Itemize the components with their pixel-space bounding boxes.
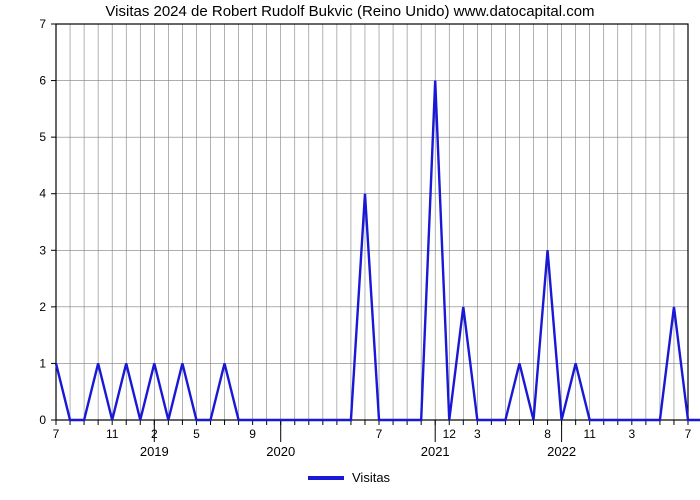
y-tick-label: 0 [39, 413, 46, 427]
y-tick-label: 6 [39, 74, 46, 88]
x-tick-label: 11 [583, 427, 596, 441]
y-tick-label: 5 [39, 130, 46, 144]
legend-label: Visitas [352, 470, 391, 485]
x-tick-label: 12 [443, 427, 457, 441]
y-tick-label: 3 [39, 243, 46, 257]
y-tick-label: 7 [39, 17, 46, 31]
x-tick-label: 5 [193, 427, 200, 441]
y-tick-label: 2 [39, 300, 46, 314]
x-tick-label: 7 [53, 427, 60, 441]
chart-title: Visitas 2024 de Robert Rudolf Bukvic (Re… [105, 3, 594, 20]
y-tick-label: 1 [39, 356, 46, 370]
x-year-label: 2019 [140, 444, 169, 459]
x-tick-label: 9 [249, 427, 256, 441]
x-year-label: 2021 [421, 444, 450, 459]
x-tick-label: 11 [106, 427, 119, 441]
y-tick-label: 4 [39, 187, 46, 201]
x-tick-label: 8 [544, 427, 551, 441]
chart-container: Visitas 2024 de Robert Rudolf Bukvic (Re… [0, 0, 700, 500]
x-tick-label: 7 [376, 427, 383, 441]
legend-swatch [308, 476, 344, 480]
x-tick-label: 3 [474, 427, 481, 441]
x-year-label: 2020 [266, 444, 295, 459]
x-year-label: 2022 [547, 444, 576, 459]
x-tick-label: 7 [685, 427, 692, 441]
x-tick-label: 3 [628, 427, 635, 441]
chart-svg: Visitas 2024 de Robert Rudolf Bukvic (Re… [0, 0, 700, 500]
